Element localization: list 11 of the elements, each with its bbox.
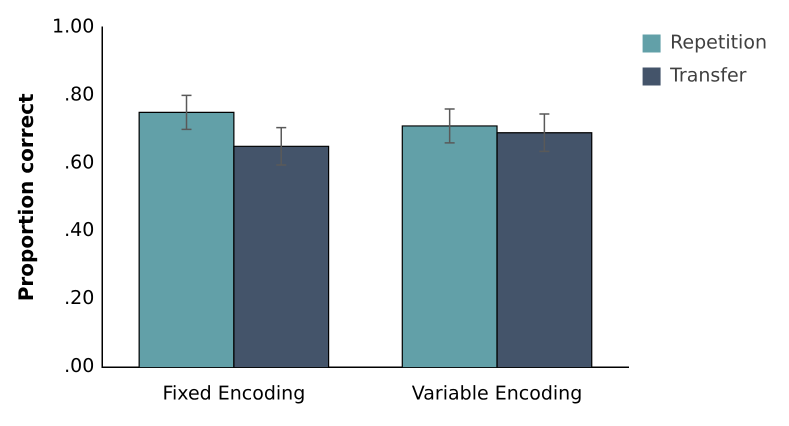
y-tick-label: .40 xyxy=(64,219,94,242)
y-tick-label: .60 xyxy=(64,151,94,174)
x-tick-label: Fixed Encoding xyxy=(162,382,306,405)
legend-label: Repetition xyxy=(670,31,768,54)
y-axis-title: Proportion correct xyxy=(14,92,38,302)
y-tick-label: 1.00 xyxy=(52,15,94,38)
y-tick-label: .80 xyxy=(64,83,94,106)
legend-label: Transfer xyxy=(669,64,747,86)
y-tick-label: .20 xyxy=(64,287,94,310)
x-tick-label: Variable Encoding xyxy=(412,382,582,405)
y-tick-label: .00 xyxy=(64,355,94,378)
